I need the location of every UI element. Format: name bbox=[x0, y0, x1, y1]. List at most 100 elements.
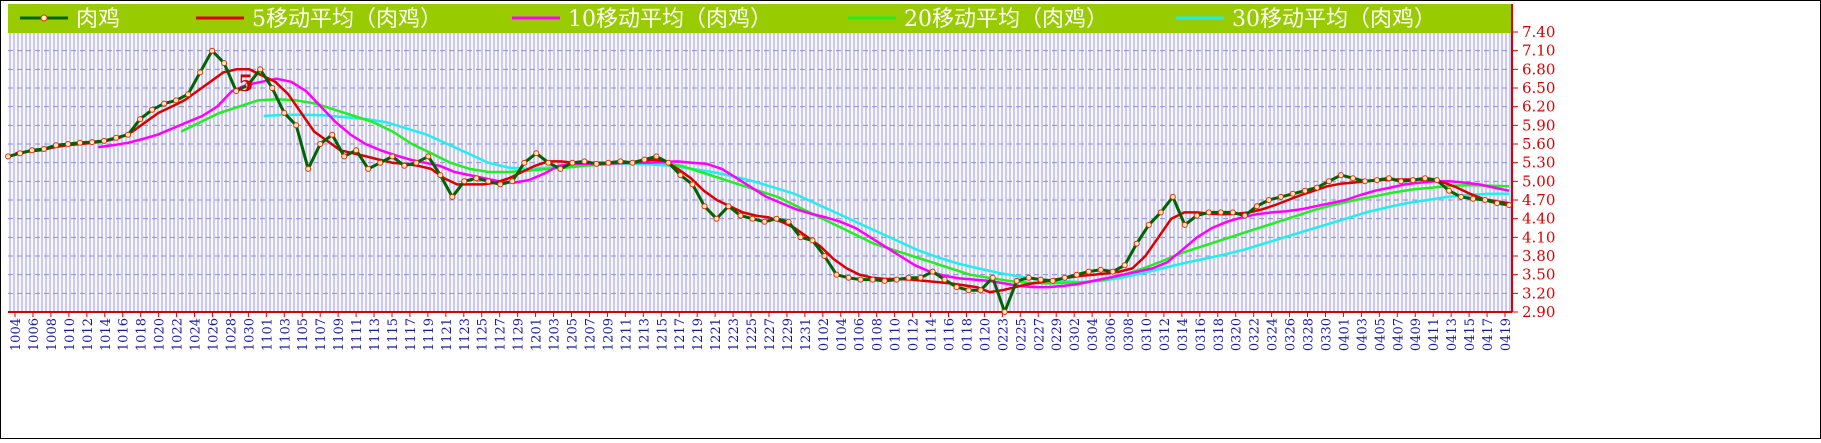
data-point bbox=[1361, 178, 1368, 185]
x-tick-label: 1016 bbox=[117, 318, 132, 351]
legend-marker bbox=[40, 14, 48, 22]
data-point bbox=[5, 153, 11, 160]
y-tick-label: 5.00 bbox=[1522, 172, 1555, 190]
x-tick-label: 0223 bbox=[996, 318, 1011, 351]
series-markers bbox=[5, 47, 1512, 315]
data-point bbox=[1482, 197, 1488, 203]
x-tick-label: 1229 bbox=[781, 318, 796, 351]
data-point bbox=[989, 274, 996, 281]
data-point bbox=[1277, 193, 1284, 200]
data-point bbox=[1337, 172, 1344, 179]
data-point bbox=[137, 116, 144, 123]
data-point bbox=[1253, 203, 1260, 210]
data-point bbox=[1409, 177, 1416, 184]
data-point bbox=[389, 153, 396, 160]
data-point bbox=[293, 122, 300, 129]
data-point bbox=[1193, 212, 1200, 219]
data-point bbox=[1109, 268, 1116, 275]
data-point bbox=[1229, 209, 1236, 216]
x-tick-label: 0417 bbox=[1481, 318, 1496, 351]
data-point bbox=[257, 66, 264, 73]
data-point bbox=[1181, 221, 1188, 228]
x-tick-label: 0110 bbox=[889, 318, 904, 351]
data-point bbox=[749, 215, 756, 222]
y-tick-label: 7.40 bbox=[1522, 23, 1555, 41]
data-point bbox=[125, 131, 132, 138]
data-point bbox=[65, 141, 71, 147]
data-point bbox=[809, 237, 816, 244]
x-tick-label: 1022 bbox=[171, 318, 186, 351]
data-point bbox=[641, 156, 648, 163]
data-point bbox=[1325, 178, 1332, 185]
data-point bbox=[365, 165, 372, 172]
data-point bbox=[305, 165, 312, 172]
y-tick-label: 5.60 bbox=[1522, 135, 1555, 153]
x-tick-label: 1127 bbox=[494, 318, 509, 351]
data-point bbox=[701, 203, 708, 210]
data-point bbox=[317, 141, 324, 147]
x-tick-label: 0318 bbox=[1212, 318, 1227, 351]
y-tick-label: 5.30 bbox=[1522, 154, 1555, 172]
x-tick-label: 1209 bbox=[601, 318, 616, 351]
data-point bbox=[1241, 212, 1248, 219]
y-tick-label: 4.70 bbox=[1522, 191, 1555, 209]
data-point bbox=[893, 276, 900, 283]
x-tick-label: 1223 bbox=[727, 318, 742, 351]
data-point bbox=[161, 100, 168, 107]
x-tick-label: 1219 bbox=[691, 318, 706, 351]
legend-label: 10移动平均（肉鸡） bbox=[568, 7, 772, 32]
data-point bbox=[329, 131, 336, 138]
x-tick-label: 0316 bbox=[1194, 318, 1209, 351]
x-tick-label: 0407 bbox=[1391, 318, 1406, 351]
data-point bbox=[1433, 177, 1440, 184]
x-tick-label: 1008 bbox=[45, 318, 60, 351]
data-point bbox=[845, 274, 852, 281]
data-point bbox=[1470, 195, 1476, 202]
data-point bbox=[1133, 240, 1140, 247]
legend-label: 20移动平均（肉鸡） bbox=[904, 7, 1108, 32]
y-tick-label: 6.20 bbox=[1522, 98, 1555, 116]
data-point bbox=[1373, 177, 1380, 184]
data-point bbox=[29, 147, 35, 154]
data-point bbox=[17, 150, 23, 157]
data-point bbox=[1037, 276, 1044, 283]
x-tick-label: 0302 bbox=[1068, 318, 1083, 351]
data-point bbox=[497, 181, 504, 188]
data-point bbox=[593, 160, 600, 167]
x-tick-label: 0328 bbox=[1302, 318, 1317, 351]
x-tick-label: 0326 bbox=[1284, 318, 1299, 351]
data-point bbox=[545, 159, 552, 166]
x-tick-label: 1217 bbox=[673, 318, 688, 351]
x-tick-label: 0330 bbox=[1319, 318, 1334, 351]
series-line-2 bbox=[98, 77, 1510, 289]
data-point bbox=[821, 253, 828, 259]
data-point bbox=[629, 159, 636, 166]
x-tick-label: 0106 bbox=[853, 318, 868, 351]
data-point bbox=[857, 276, 864, 283]
x-tick-label: 1211 bbox=[619, 318, 634, 351]
legend-label: 肉鸡 bbox=[76, 7, 120, 32]
x-tick-label: 1024 bbox=[189, 318, 204, 351]
x-tick-label: 0116 bbox=[942, 318, 957, 351]
x-tick-label: 0405 bbox=[1373, 318, 1388, 351]
y-tick-label: 4.10 bbox=[1522, 228, 1555, 246]
x-tick-label: 1018 bbox=[135, 318, 150, 351]
data-point bbox=[473, 175, 480, 182]
data-point bbox=[437, 172, 444, 179]
x-tick-label: 0401 bbox=[1337, 318, 1352, 351]
data-point bbox=[569, 159, 576, 166]
data-point bbox=[1049, 277, 1056, 284]
data-point bbox=[677, 172, 684, 179]
x-tick-label: 0322 bbox=[1248, 318, 1263, 351]
data-point bbox=[41, 146, 47, 152]
data-point bbox=[917, 274, 924, 281]
data-point bbox=[1205, 209, 1212, 216]
x-tick-label: 0304 bbox=[1086, 318, 1101, 351]
data-point bbox=[425, 153, 432, 160]
data-point bbox=[1494, 200, 1500, 207]
x-tick-label: 0229 bbox=[1050, 318, 1065, 351]
data-point bbox=[509, 178, 516, 185]
x-tick-label: 0120 bbox=[978, 318, 993, 351]
data-point bbox=[113, 134, 120, 141]
